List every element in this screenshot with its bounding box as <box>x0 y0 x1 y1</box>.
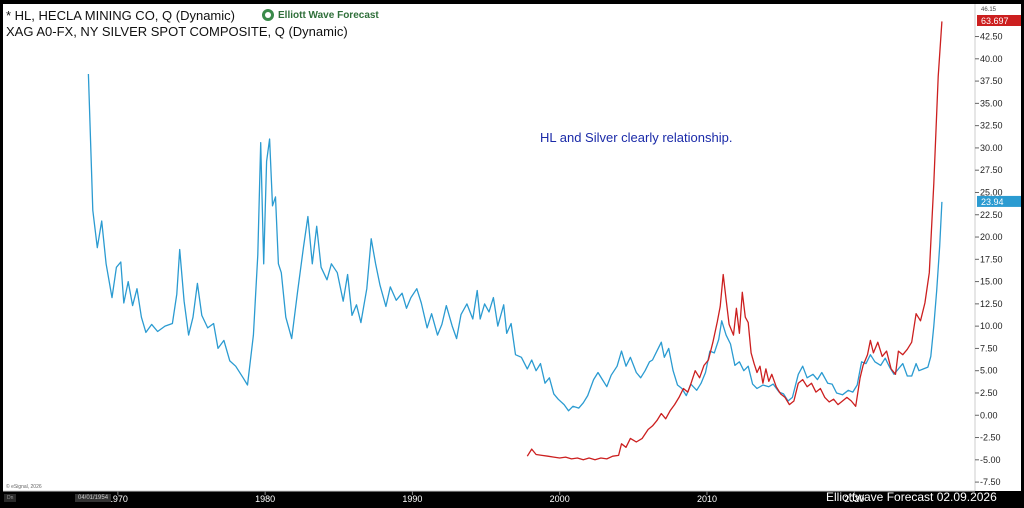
footer-signature: Elliottwave Forecast 02.09.2026 <box>826 490 997 504</box>
price-axis-background <box>975 4 1021 491</box>
plot-background <box>3 4 975 491</box>
y-tick-label: 7.50 <box>980 343 998 353</box>
chart-annotation: HL and Silver clearly relationship. <box>540 130 733 145</box>
last-value-badge-hl <box>977 15 1021 26</box>
elliott-wave-logo-icon <box>262 9 274 21</box>
copyright-text: © eSignal, 2026 <box>6 484 42 490</box>
y-tick-label: 30.00 <box>980 143 1003 153</box>
y-tick-label: 20.00 <box>980 232 1003 242</box>
y-tick-label: 17.50 <box>980 254 1003 264</box>
y-tick-label: 2.50 <box>980 388 998 398</box>
y-tick-label: 0.00 <box>980 410 998 420</box>
y-tick-label: 42.50 <box>980 32 1003 42</box>
y-top-tick-label: 46.15 <box>981 7 997 13</box>
y-tick-label: -7.50 <box>980 477 1001 487</box>
cursor-date-box: 04/01/1954 <box>75 494 112 502</box>
y-tick-label: 40.00 <box>980 54 1003 64</box>
y-tick-label: 27.50 <box>980 165 1003 175</box>
y-tick-label: 25.00 <box>980 187 1003 197</box>
y-tick-label: 15.00 <box>980 277 1003 287</box>
x-tick-label: 1970 <box>108 494 128 504</box>
y-tick-label: 12.50 <box>980 299 1003 309</box>
y-tick-label: 22.50 <box>980 210 1003 220</box>
last-value-label-hl: 63.697 <box>981 16 1009 26</box>
y-tick-label: 37.50 <box>980 76 1003 86</box>
y-tick-label: 5.00 <box>980 366 998 376</box>
y-tick-label: 32.50 <box>980 121 1003 131</box>
brand-logo-block: Elliott Wave Forecast <box>262 9 379 21</box>
brand-name: Elliott Wave Forecast <box>278 9 379 21</box>
y-tick-label: -2.50 <box>980 433 1001 443</box>
series-line-xag <box>87 73 943 412</box>
x-tick-label: 2010 <box>697 494 717 504</box>
x-tick-label: 1980 <box>255 494 275 504</box>
x-tick-label: 1990 <box>402 494 422 504</box>
y-tick-label: -5.00 <box>980 455 1001 465</box>
x-tick-label: 2020 <box>844 494 864 504</box>
legend-hl: * HL, HECLA MINING CO, Q (Dynamic) <box>6 8 235 23</box>
y-tick-label: 35.00 <box>980 98 1003 108</box>
y-tick-label: 10.00 <box>980 321 1003 331</box>
legend-xag: XAG A0-FX, NY SILVER SPOT COMPOSITE, Q (… <box>6 24 348 39</box>
series-line-hl <box>526 21 943 461</box>
direction-box[interactable]: Dn <box>4 494 17 502</box>
last-value-badge-xag <box>977 195 1021 207</box>
last-value-label-xag: 23.94 <box>981 197 1004 207</box>
x-tick-label: 2000 <box>550 494 570 504</box>
